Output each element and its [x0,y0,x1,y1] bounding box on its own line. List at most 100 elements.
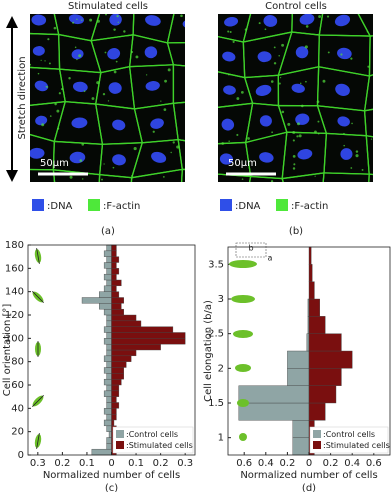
actin-speck [314,175,316,177]
cell-outline [98,173,133,182]
actin-speck [123,30,126,33]
x-tick-label: 0.1 [79,458,95,469]
nucleus [295,46,309,59]
bar [103,273,112,281]
nucleus [224,16,239,27]
panel-label: (c) [105,483,118,492]
actin-speck [68,77,71,80]
nucleus [34,80,49,92]
actin-speck [236,133,239,136]
actin-speck [241,178,244,180]
actin-speck [281,110,285,114]
y-tick-label: 160 [5,263,24,274]
bar [106,373,112,380]
bar [111,338,186,345]
bar [111,332,186,339]
actin-speck [113,28,116,31]
bar [103,326,112,333]
dimension-box [235,242,267,258]
nucleus [379,150,392,164]
actin-speck [278,54,280,57]
bar [103,378,112,386]
actin-speck [244,28,248,31]
actin-speck [41,123,45,127]
actin-speck [96,81,100,85]
bar [308,298,321,317]
actin-speck [115,60,118,63]
actin-speck [361,168,364,171]
actin-speck [164,79,167,83]
nucleus [35,115,48,126]
actin-speck [79,159,83,162]
nucleus [337,47,352,60]
actin-speck [176,145,180,149]
x-tick-label: 0.6 [236,458,252,469]
nucleus [259,152,274,163]
actin-speck [273,62,277,65]
legend-swatch [116,430,124,438]
actin-speck [278,82,281,85]
bar [111,326,174,333]
bar [308,316,326,334]
actin-speck [299,82,302,85]
bar [111,250,117,257]
elongation-icon [233,330,253,338]
actin-speck [326,15,330,18]
bar [111,408,117,415]
actin-speck [102,93,106,96]
micrograph-content [30,14,205,182]
actin-speck [58,92,61,95]
nucleus [299,14,315,25]
cell-outline [357,14,373,37]
actin-speck [296,135,299,138]
actin-speck [135,55,139,59]
nucleus [372,13,387,25]
actin-speck [247,137,250,140]
actin-speck [104,51,107,54]
nucleus [112,119,126,131]
actin-speck [270,80,274,83]
bar [106,279,112,287]
bar [103,250,112,257]
actin-speck [107,100,110,102]
actin-speck [45,85,48,88]
actin-speck [281,43,285,47]
nucleus [376,82,392,96]
bar [103,419,112,427]
dimension-label: b [248,244,253,253]
panel-title: Control cells [265,1,327,12]
nucleus [145,15,161,26]
actin-speck [271,131,274,134]
bar [106,332,112,339]
actin-speck [279,76,282,79]
actin-speck [221,142,225,145]
actin-speck [53,26,57,30]
nucleus [190,150,205,162]
actin-speck [316,100,320,104]
elongation-icon [231,295,255,303]
actin-speck [322,79,326,83]
legend-label: :F-actin [103,201,140,212]
bar [106,244,112,252]
bar [111,355,132,362]
legend-label: :DNA [235,201,261,212]
actin-speck [37,72,40,75]
panel-label: (d) [302,483,316,492]
bar [106,343,112,351]
nucleus [32,46,45,56]
elongation-icon [229,260,257,268]
bar [111,262,117,269]
nucleus [222,51,236,62]
actin-speck [292,154,296,158]
actin-speck [152,130,155,133]
actin-speck [76,58,78,61]
cell-outline [172,64,185,104]
bar [111,303,122,310]
cell-outline [248,175,284,182]
actin-speck [44,60,46,62]
actin-speck [160,100,162,102]
orientation-arrow [32,395,44,407]
bar [292,437,310,456]
legend-swatch [276,199,288,211]
